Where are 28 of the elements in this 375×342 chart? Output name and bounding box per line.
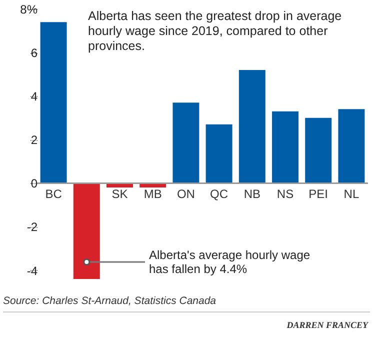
bar	[206, 124, 232, 184]
source-note: Source: Charles St-Arnaud, Statistics Canada	[3, 295, 216, 307]
bar	[73, 183, 100, 279]
bar	[272, 111, 298, 184]
y-tick-label: -2	[26, 220, 38, 234]
x-tick-label: QC	[210, 187, 228, 202]
x-tick-label: NB	[244, 187, 260, 202]
text: Alberta has seen the greatest drop in average hourly wage since 2019, compared to other provinces.	[88, 9, 342, 53]
x-tick-label: ON	[176, 187, 195, 202]
y-tick-label: 8%	[20, 2, 38, 16]
x-tick-label: BC	[45, 187, 62, 202]
x-tick-label: PEI	[308, 187, 328, 202]
x-tick-label: MB	[144, 187, 162, 202]
bar	[40, 22, 67, 184]
y-tick-label: 6	[30, 46, 38, 60]
bar	[238, 70, 266, 184]
y-tick-label: 2	[30, 133, 38, 148]
y-tick-label: 4	[30, 90, 38, 104]
y-tick-label: 0	[30, 176, 38, 191]
bar	[338, 109, 365, 184]
text: DARREN FRANCEY	[286, 320, 370, 330]
bar	[305, 118, 332, 184]
bar	[172, 102, 200, 184]
x-tick-label: NS	[276, 187, 294, 202]
x-tick-label: SK	[112, 187, 128, 202]
y-tick-label: -4	[26, 264, 38, 278]
annotation: Alberta's average hourly wage has fallen by 4.4%	[149, 248, 310, 276]
x-tick-label: NL	[344, 187, 360, 202]
